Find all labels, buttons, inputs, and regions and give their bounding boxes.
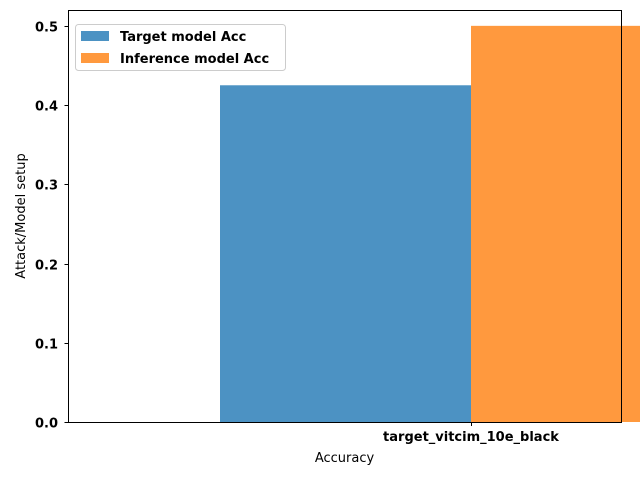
y-axis-label: Attack/Model setup — [14, 153, 29, 278]
y-tick-label: 0.3 — [35, 179, 58, 194]
legend-label: Target model Acc — [120, 30, 246, 45]
y-tick-label: 0.2 — [35, 259, 58, 274]
legend-swatch — [81, 31, 109, 41]
legend-swatch — [81, 53, 109, 63]
y-tick-label: 0.5 — [35, 21, 58, 36]
x-axis: target_vitcim_10e_black — [383, 422, 559, 445]
legend-label: Inference model Acc — [120, 52, 269, 67]
y-tick-label: 0.0 — [35, 417, 58, 432]
x-axis-label: Accuracy — [315, 451, 375, 466]
x-tick-label: target_vitcim_10e_black — [383, 430, 559, 445]
bars-group — [220, 25, 640, 423]
y-axis: 0.0 0.1 0.2 0.3 0.4 0.5 — [35, 21, 68, 432]
legend-box — [75, 24, 286, 71]
bar-target-model-acc — [220, 85, 471, 423]
plot-area-frame — [68, 10, 622, 423]
legend: Target model Acc Inference model Acc — [75, 24, 286, 71]
y-tick-label: 0.4 — [35, 100, 58, 115]
bar-inference-model-acc — [471, 25, 640, 422]
y-tick-label: 0.1 — [35, 338, 58, 353]
